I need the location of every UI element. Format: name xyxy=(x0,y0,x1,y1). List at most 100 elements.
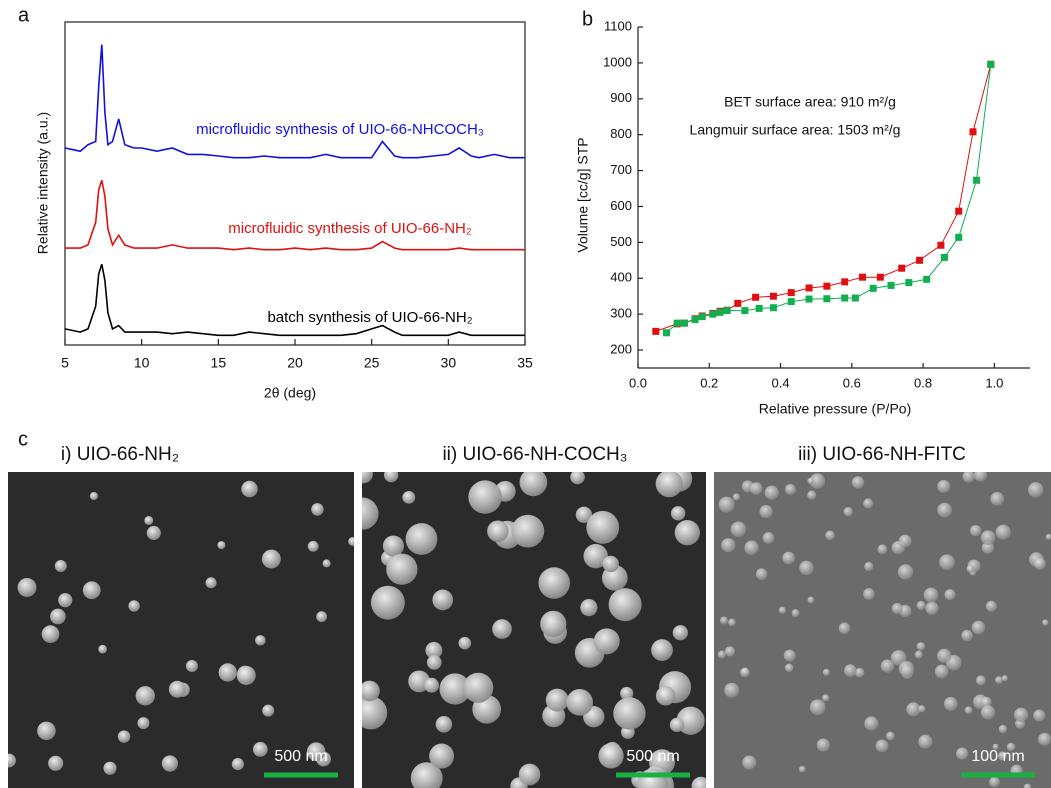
particle xyxy=(1013,707,1029,722)
particle xyxy=(997,751,1008,761)
particles xyxy=(362,472,706,788)
particle xyxy=(672,625,689,641)
particle xyxy=(906,702,921,717)
particle xyxy=(362,497,379,530)
particle xyxy=(877,544,888,555)
particle xyxy=(880,659,895,673)
particle xyxy=(966,565,974,573)
y-tick-label: 1100 xyxy=(604,18,632,33)
particle xyxy=(424,677,440,693)
marker xyxy=(955,233,963,241)
particle xyxy=(755,568,768,580)
y-tick-label: 200 xyxy=(610,341,632,356)
particle xyxy=(128,600,140,612)
series-line xyxy=(65,180,525,251)
marker xyxy=(841,278,849,286)
particle xyxy=(362,680,380,702)
particle xyxy=(898,534,912,548)
particle xyxy=(545,688,569,712)
particle xyxy=(739,667,750,678)
particle xyxy=(205,577,217,589)
particle xyxy=(964,706,973,715)
particle xyxy=(937,479,951,493)
particle xyxy=(586,510,620,544)
x-tick-label: 15 xyxy=(211,355,227,371)
x-tick-label: 10 xyxy=(134,355,150,371)
particle xyxy=(135,686,155,706)
particle xyxy=(937,648,952,663)
particle xyxy=(439,673,471,705)
particle xyxy=(759,504,773,519)
particle xyxy=(764,485,779,500)
marker xyxy=(905,279,913,287)
particle xyxy=(1042,619,1049,626)
particle xyxy=(50,608,66,625)
particle xyxy=(728,618,736,627)
x-tick-label: 0.4 xyxy=(772,375,790,390)
x-tick-label: 5 xyxy=(61,355,69,371)
particle xyxy=(426,655,442,670)
marker xyxy=(955,207,963,215)
particle xyxy=(98,644,107,654)
particle xyxy=(598,743,624,769)
particle xyxy=(970,524,982,537)
marker xyxy=(805,284,813,292)
particle xyxy=(891,602,903,615)
series-line xyxy=(64,264,525,337)
annotation: Langmuir surface area: 1503 m²/g xyxy=(690,122,901,138)
particle xyxy=(838,622,851,634)
particle xyxy=(864,716,879,731)
particle xyxy=(580,599,598,617)
particle xyxy=(807,490,817,500)
particle xyxy=(17,578,37,597)
marker xyxy=(869,284,877,292)
sem-image xyxy=(714,472,1051,788)
particle xyxy=(241,480,258,498)
marker xyxy=(709,310,717,318)
particle xyxy=(886,731,895,741)
particle xyxy=(432,589,454,611)
marker xyxy=(755,304,763,312)
particle xyxy=(980,530,996,545)
particle xyxy=(798,765,806,773)
marker xyxy=(823,295,831,303)
particle xyxy=(816,738,830,752)
particles xyxy=(717,472,1051,788)
particle xyxy=(998,724,1008,734)
particle xyxy=(944,589,956,601)
particle xyxy=(691,776,706,788)
marker xyxy=(851,294,859,302)
particle xyxy=(981,696,992,708)
x-axis-label: Relative pressure (P/Po) xyxy=(759,401,912,417)
y-tick-label: 500 xyxy=(610,234,632,249)
x-tick-label: 25 xyxy=(364,355,380,371)
particle xyxy=(975,675,986,686)
particle xyxy=(593,628,620,655)
marker xyxy=(805,295,813,303)
marker xyxy=(937,241,945,249)
marker xyxy=(663,329,671,337)
particle xyxy=(730,521,747,538)
particle xyxy=(362,472,373,484)
x-tick-label: 20 xyxy=(287,355,303,371)
y-tick-label: 600 xyxy=(610,198,632,213)
particle xyxy=(608,588,642,622)
particle xyxy=(724,682,740,698)
particle xyxy=(784,663,794,673)
plot-frame xyxy=(64,21,526,346)
series-label: microfluidic synthesis of UIO-66-NHCOCH₃ xyxy=(196,121,484,138)
particle xyxy=(791,609,800,618)
marker xyxy=(769,292,777,300)
particle xyxy=(809,699,826,716)
marker xyxy=(680,319,688,327)
x-tick-label: 0.6 xyxy=(843,375,861,390)
particle xyxy=(103,761,117,775)
y-tick-label: 900 xyxy=(610,90,632,105)
marker xyxy=(691,316,699,324)
panel-label: a xyxy=(18,4,30,26)
annotation: BET surface area: 910 m²/g xyxy=(724,94,896,110)
particle xyxy=(724,646,736,657)
x-tick-label: 30 xyxy=(441,355,457,371)
particle xyxy=(262,704,275,717)
series-label: microfluidic synthesis of UIO-66-NH₂ xyxy=(228,220,472,237)
